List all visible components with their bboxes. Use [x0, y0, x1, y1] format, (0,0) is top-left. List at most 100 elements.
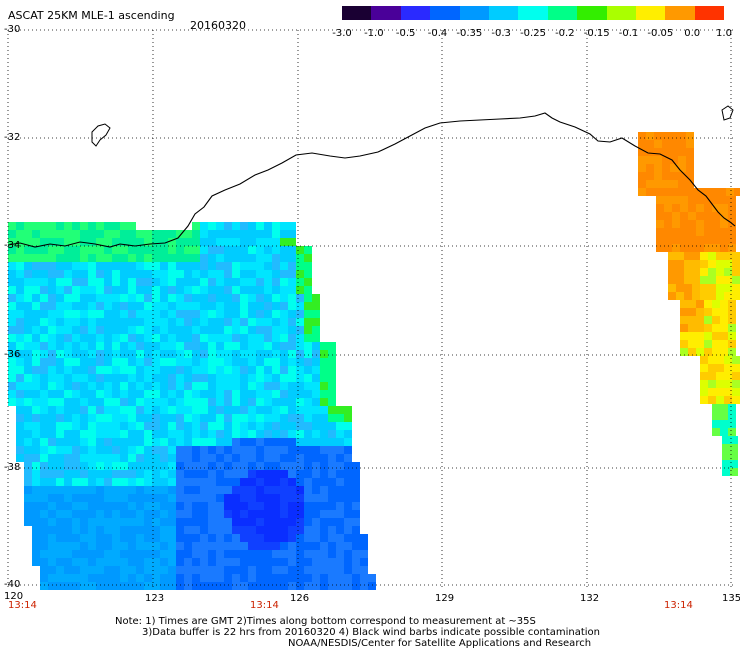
swath-pixel	[684, 284, 692, 292]
swath-pixel	[80, 446, 88, 454]
swath-pixel	[296, 534, 304, 542]
swath-pixel	[104, 374, 112, 382]
swath-pixel	[80, 358, 88, 366]
swath-pixel	[104, 222, 112, 230]
swath-pixel	[16, 398, 24, 406]
swath-pixel	[112, 366, 120, 374]
swath-pixel	[728, 196, 736, 204]
swath-pixel	[120, 374, 128, 382]
lat-label: -36	[4, 349, 21, 360]
swath-pixel	[96, 270, 104, 278]
colorbar-swatch	[665, 6, 695, 20]
swath-pixel	[296, 398, 304, 406]
swath-pixel	[288, 278, 296, 286]
swath-pixel	[264, 318, 272, 326]
swath-pixel	[304, 254, 312, 262]
swath-pixel	[104, 422, 112, 430]
swath-pixel	[104, 446, 112, 454]
swath-pixel	[168, 494, 176, 502]
swath-pixel	[288, 262, 296, 270]
swath-pixel	[64, 358, 72, 366]
swath-pixel	[232, 270, 240, 278]
swath-pixel	[40, 230, 48, 238]
swath-pixel	[680, 204, 688, 212]
swath-pixel	[336, 526, 344, 534]
swath-pixel	[64, 278, 72, 286]
swath-pixel	[88, 294, 96, 302]
swath-pixel	[688, 204, 696, 212]
swath-pixel	[288, 422, 296, 430]
swath-pixel	[144, 518, 152, 526]
swath-pixel	[664, 204, 672, 212]
swath-pixel	[240, 414, 248, 422]
colorbar-tick-label: -1.0	[364, 28, 384, 39]
swath-pixel	[136, 318, 144, 326]
swath-pixel	[654, 164, 662, 172]
swath-pixel	[224, 286, 232, 294]
swath-pixel	[176, 254, 184, 262]
swath-pixel	[96, 374, 104, 382]
swath-pixel	[64, 294, 72, 302]
swath-pixel	[248, 222, 256, 230]
swath-pixel	[32, 542, 40, 550]
swath-pixel	[280, 550, 288, 558]
swath-pixel	[328, 574, 336, 582]
swath-pixel	[112, 230, 120, 238]
swath-pixel	[728, 300, 736, 308]
swath-pixel	[144, 278, 152, 286]
swath-pixel	[32, 326, 40, 334]
swath-pixel	[80, 462, 88, 470]
swath-pixel	[72, 326, 80, 334]
swath-pixel	[72, 246, 80, 254]
swath-pixel	[64, 374, 72, 382]
swath-pixel	[144, 422, 152, 430]
swath-pixel	[40, 382, 48, 390]
swath-pixel	[272, 454, 280, 462]
swath-pixel	[296, 542, 304, 550]
swath-pixel	[96, 302, 104, 310]
swath-pixel	[200, 486, 208, 494]
swath-pixel	[208, 566, 216, 574]
swath-pixel	[344, 486, 352, 494]
swath-pixel	[168, 390, 176, 398]
swath-pixel	[184, 462, 192, 470]
swath-pixel	[16, 430, 24, 438]
swath-pixel	[646, 132, 654, 140]
swath-pixel	[264, 254, 272, 262]
swath-pixel	[160, 390, 168, 398]
swath-pixel	[344, 502, 352, 510]
swath-pixel	[344, 550, 352, 558]
swath-pixel	[264, 582, 272, 590]
swath-pixel	[208, 278, 216, 286]
swath-pixel	[56, 358, 64, 366]
swath-pixel	[120, 502, 128, 510]
swath-pixel	[72, 430, 80, 438]
swath-pixel	[248, 422, 256, 430]
swath-pixel	[128, 534, 136, 542]
swath-pixel	[152, 534, 160, 542]
swath-pixel	[8, 374, 16, 382]
swath-pixel	[724, 388, 732, 396]
swath-pixel	[16, 302, 24, 310]
swath-pixel	[88, 510, 96, 518]
swath-pixel	[72, 350, 80, 358]
swath-pixel	[208, 422, 216, 430]
swath-pixel	[248, 534, 256, 542]
swath-pixel	[72, 486, 80, 494]
swath-pixel	[48, 278, 56, 286]
swath-pixel	[168, 454, 176, 462]
swath-pixel	[272, 270, 280, 278]
swath-pixel	[40, 278, 48, 286]
swath-pixel	[248, 494, 256, 502]
swath-pixel	[192, 358, 200, 366]
swath-pixel	[724, 276, 732, 284]
swath-pixel	[248, 430, 256, 438]
swath-pixel	[168, 446, 176, 454]
swath-pixel	[176, 438, 184, 446]
swath-pixel	[144, 454, 152, 462]
swath-pixel	[320, 478, 328, 486]
swath-pixel	[208, 246, 216, 254]
swath-pixel	[654, 132, 662, 140]
swath-pixel	[724, 260, 732, 268]
swath-pixel	[112, 582, 120, 590]
